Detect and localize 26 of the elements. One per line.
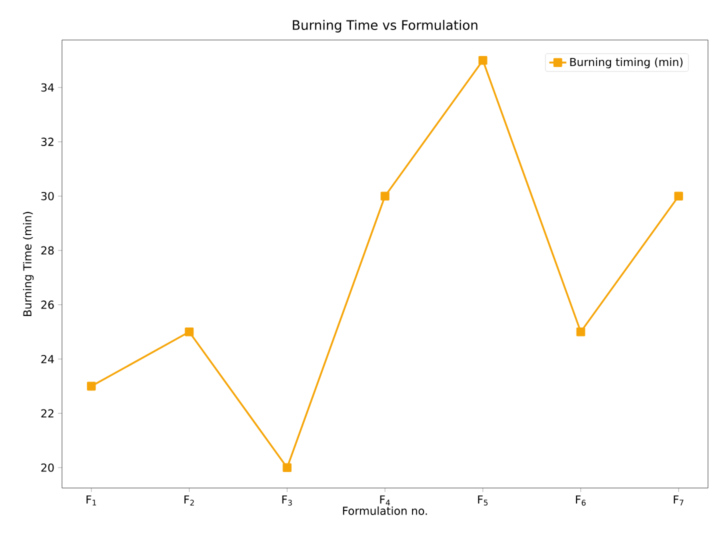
point (478, 56, 488, 65)
x-tick-label: F$_{1}$ (86, 496, 96, 506)
point (86, 382, 96, 391)
y-tick-label: 32 (41, 138, 54, 146)
y-tick-label: 30 (41, 192, 54, 200)
x-axis-title: Formulation no. (343, 506, 427, 515)
x-tick-label: F$_{7}$ (674, 496, 684, 506)
y-tick-label: 20 (41, 463, 54, 472)
y-tick-label: 26 (41, 300, 54, 309)
point (184, 327, 194, 336)
y-axis-title: Burning Time (min) (22, 212, 34, 316)
x-tick-label: F$_{3}$ (282, 496, 292, 506)
y-tick-label: 34 (41, 83, 54, 92)
chart-title: Burning Time vs Formulation (292, 20, 478, 32)
x-tick-label: F$_{6}$ (576, 496, 586, 506)
point (282, 463, 292, 472)
x-tick-label: F$_{5}$ (478, 496, 488, 506)
x-tick-label: F$_{2}$ (184, 496, 194, 506)
point (380, 192, 390, 201)
y-tick-label: 28 (41, 246, 54, 255)
legend-label: Burning timing (min) (570, 58, 683, 68)
x-tick-label: F$_{4}$ (380, 496, 390, 506)
y-tick-label: 24 (41, 354, 54, 364)
point (674, 192, 684, 201)
point (576, 327, 586, 336)
y-tick-label: 22 (41, 409, 54, 418)
